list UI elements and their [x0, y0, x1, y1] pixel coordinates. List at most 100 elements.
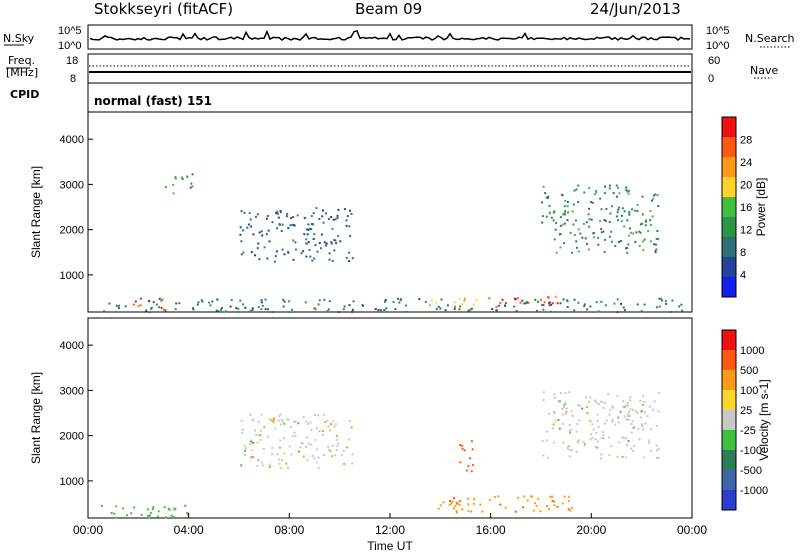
data-cell [282, 298, 285, 301]
data-cell [304, 301, 307, 304]
colorbar-tick-label: 24 [740, 157, 752, 169]
data-cell [614, 245, 617, 247]
colorbar-tick-label: 28 [740, 135, 752, 147]
data-cell [292, 239, 295, 242]
data-cell [652, 408, 654, 411]
colorbar-tick-label: -500 [740, 465, 762, 477]
data-cell [644, 224, 647, 227]
colorbar-tick-label: 8 [740, 247, 746, 259]
data-cell [225, 310, 228, 313]
data-cell [615, 184, 618, 187]
data-cell [299, 446, 302, 449]
data-cell [553, 210, 556, 213]
data-cell [623, 210, 626, 213]
data-cell [335, 242, 338, 245]
data-cell [273, 421, 276, 424]
data-cell [566, 306, 569, 308]
data-cell [626, 402, 629, 404]
data-cell [552, 423, 555, 426]
data-cell [424, 300, 427, 303]
data-cell [542, 304, 545, 306]
data-cell [632, 232, 635, 235]
data-cell [292, 216, 295, 218]
data-cell [252, 233, 255, 236]
data-cell [608, 454, 611, 457]
data-cell [323, 241, 326, 244]
data-cell [279, 209, 282, 212]
data-cell [313, 257, 316, 260]
data-cell [440, 298, 443, 301]
data-cell [172, 183, 175, 186]
data-cell [289, 426, 292, 429]
data-cell [326, 419, 329, 422]
data-cell [163, 506, 166, 509]
data-cell [545, 430, 548, 433]
data-cell [113, 512, 116, 515]
data-cell [630, 447, 633, 450]
data-cell [181, 178, 184, 180]
data-cell [610, 445, 613, 448]
data-cell [252, 456, 254, 458]
nsearch-label: N.Search [745, 32, 795, 45]
data-feature-2 [488, 295, 559, 308]
colorbar-tick-label: 100 [740, 385, 758, 397]
data-cell [405, 310, 408, 313]
date-label: 24/Jun/2013 [590, 0, 681, 18]
data-cell [643, 303, 646, 306]
data-cell [575, 240, 578, 243]
colorbar-swatch [722, 490, 736, 510]
data-cell [108, 302, 111, 305]
data-cell [461, 447, 464, 450]
data-cell [152, 508, 154, 511]
data-cell [470, 470, 473, 473]
data-cell [578, 405, 581, 407]
data-cell [651, 215, 654, 218]
data-cell [132, 303, 135, 306]
data-cell [133, 506, 136, 509]
data-cell [282, 305, 285, 308]
colorbar-swatch [722, 157, 736, 177]
data-cell [657, 456, 660, 459]
data-cell [563, 242, 566, 245]
data-cell [276, 227, 278, 230]
data-cell [590, 218, 593, 221]
data-cell [504, 506, 507, 509]
colorbar-swatch [722, 177, 736, 197]
data-cell [638, 438, 641, 441]
data-cell [564, 412, 567, 415]
data-cell [258, 231, 261, 234]
data-cell [256, 247, 259, 250]
data-cell [337, 311, 340, 313]
data-cell [625, 189, 628, 192]
data-cell [579, 232, 582, 235]
data-cell [628, 214, 631, 216]
data-cell [553, 412, 556, 415]
data-cell [565, 407, 568, 410]
data-cell [562, 298, 565, 301]
data-cell [564, 213, 566, 216]
data-cell [552, 211, 555, 214]
data-cell [581, 236, 584, 239]
data-cell [332, 218, 335, 221]
data-cell [310, 428, 313, 431]
data-cell [655, 444, 658, 447]
data-cell [661, 299, 664, 302]
data-cell [191, 185, 194, 188]
data-cell [491, 308, 494, 311]
data-cell [305, 228, 308, 231]
data-cell [384, 299, 387, 301]
data-cell [600, 437, 603, 440]
data-cell [146, 508, 149, 511]
freq-tick-bottom: 8 [70, 73, 76, 85]
data-cell [569, 449, 572, 452]
data-cell [639, 223, 642, 226]
colorbar-swatch [722, 217, 736, 237]
data-cell [608, 187, 611, 190]
data-cell [655, 449, 658, 452]
data-cell [626, 219, 629, 222]
data-cell [431, 299, 433, 302]
data-cell [542, 185, 545, 188]
data-cell [563, 403, 566, 406]
data-cell [346, 215, 349, 218]
data-cell [625, 437, 628, 440]
